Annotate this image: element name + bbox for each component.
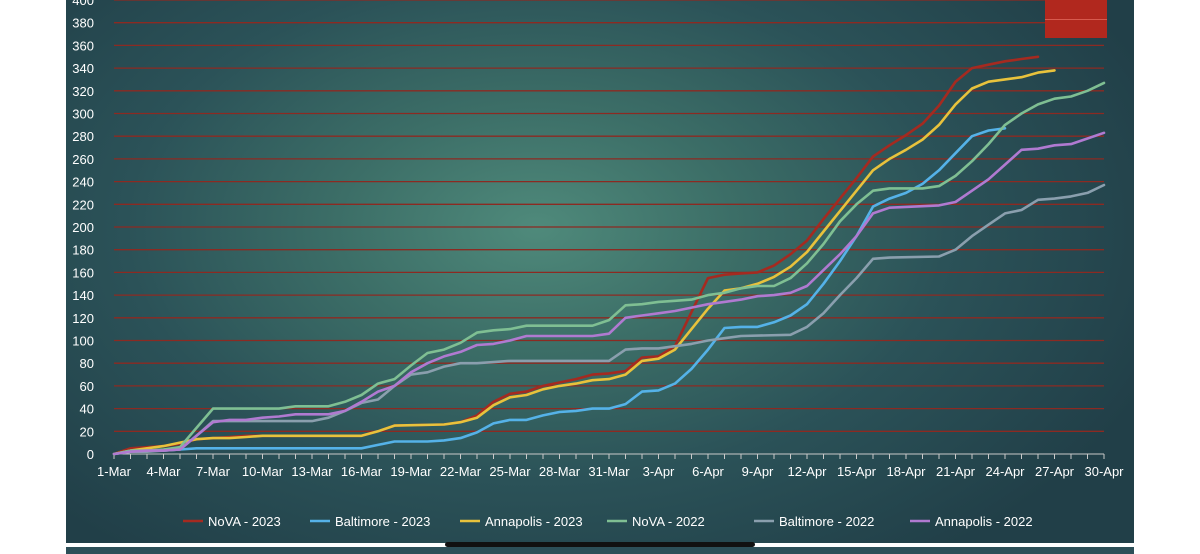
x-tick-label: 16-Mar xyxy=(341,464,383,479)
y-tick-label: 80 xyxy=(80,356,94,371)
y-tick-label: 260 xyxy=(72,152,94,167)
y-tick-label: 220 xyxy=(72,197,94,212)
x-tick-label: 25-Mar xyxy=(489,464,531,479)
x-tick-label: 7-Mar xyxy=(196,464,231,479)
y-tick-label: 340 xyxy=(72,61,94,76)
x-tick-label: 13-Mar xyxy=(291,464,333,479)
legend-label: Baltimore - 2023 xyxy=(335,514,430,529)
home-indicator[interactable] xyxy=(445,542,755,547)
legend-label: NoVA - 2023 xyxy=(208,514,281,529)
x-tick-label: 10-Mar xyxy=(242,464,284,479)
chart-panel: 0 20 40 60 80 100 120 140 160 180 200 220 240 260 280 3… xyxy=(66,0,1134,543)
x-tick-label: 18-Apr xyxy=(886,464,926,479)
x-tick-label: 4-Mar xyxy=(147,464,182,479)
legend-item: NoVA - 2023 xyxy=(183,514,281,529)
y-tick-label: 160 xyxy=(72,265,94,280)
legend-item: Annapolis - 2023 xyxy=(460,514,583,529)
x-tick-label: 9-Apr xyxy=(742,464,774,479)
y-tick-label: 400 xyxy=(72,0,94,8)
legend-item: Baltimore - 2023 xyxy=(310,514,430,529)
line-chart: 0 20 40 60 80 100 120 140 160 180 200 220 240 260 280 3… xyxy=(72,0,1124,529)
next-panel-strip xyxy=(66,547,1134,554)
series-lines xyxy=(112,55,1106,456)
legend-item: Annapolis - 2022 xyxy=(910,514,1033,529)
x-tick-label: 30-Apr xyxy=(1084,464,1124,479)
series-line xyxy=(112,127,1007,456)
x-tick-label: 19-Mar xyxy=(390,464,432,479)
x-tick-label: 22-Mar xyxy=(440,464,482,479)
legend-item: Baltimore - 2022 xyxy=(754,514,874,529)
series-line xyxy=(112,81,1106,456)
y-tick-label: 280 xyxy=(72,129,94,144)
y-tick-label: 380 xyxy=(72,16,94,31)
gridlines xyxy=(114,0,1104,432)
y-tick-label: 20 xyxy=(80,424,94,439)
series-line xyxy=(112,131,1106,456)
y-tick-labels: 0 20 40 60 80 100 120 140 160 180 200 220 240 260 280 3… xyxy=(72,0,94,462)
legend: NoVA - 2023 Baltimore - 2023 Annapolis - 2… xyxy=(183,514,1033,529)
x-tick-label: 15-Apr xyxy=(837,464,877,479)
series-line xyxy=(112,55,1040,456)
legend-label: Baltimore - 2022 xyxy=(779,514,874,529)
x-tick-label: 27-Apr xyxy=(1035,464,1075,479)
legend-item: NoVA - 2022 xyxy=(607,514,705,529)
legend-label: NoVA - 2022 xyxy=(632,514,705,529)
y-tick-label: 200 xyxy=(72,220,94,235)
y-tick-label: 40 xyxy=(80,402,94,417)
series-line xyxy=(112,183,1106,456)
y-tick-label: 240 xyxy=(72,175,94,190)
y-tick-label: 320 xyxy=(72,84,94,99)
x-tick-label: 3-Apr xyxy=(643,464,675,479)
red-tab-divider xyxy=(1045,19,1107,20)
y-tick-label: 0 xyxy=(87,447,94,462)
y-tick-label: 120 xyxy=(72,311,94,326)
x-tick-labels: 1-Mar 4-Mar 7-Mar 10-Mar 13-Mar 16-Mar 19-Mar 2… xyxy=(97,464,1124,479)
y-tick-label: 60 xyxy=(80,379,94,394)
red-corner-tab xyxy=(1045,0,1107,38)
legend-label: Annapolis - 2022 xyxy=(935,514,1033,529)
x-tick-label: 24-Apr xyxy=(985,464,1025,479)
y-tick-label: 100 xyxy=(72,334,94,349)
y-tick-label: 360 xyxy=(72,38,94,53)
axes xyxy=(113,453,1105,459)
x-tick-label: 28-Mar xyxy=(539,464,581,479)
series-line xyxy=(112,69,1056,456)
y-tick-label: 180 xyxy=(72,243,94,258)
legend-label: Annapolis - 2023 xyxy=(485,514,583,529)
y-tick-label: 140 xyxy=(72,288,94,303)
y-tick-label: 300 xyxy=(72,107,94,122)
x-tick-label: 1-Mar xyxy=(97,464,132,479)
x-tick-label: 12-Apr xyxy=(787,464,827,479)
x-tick-label: 6-Apr xyxy=(692,464,724,479)
x-tick-label: 31-Mar xyxy=(588,464,630,479)
x-tick-label: 21-Apr xyxy=(936,464,976,479)
